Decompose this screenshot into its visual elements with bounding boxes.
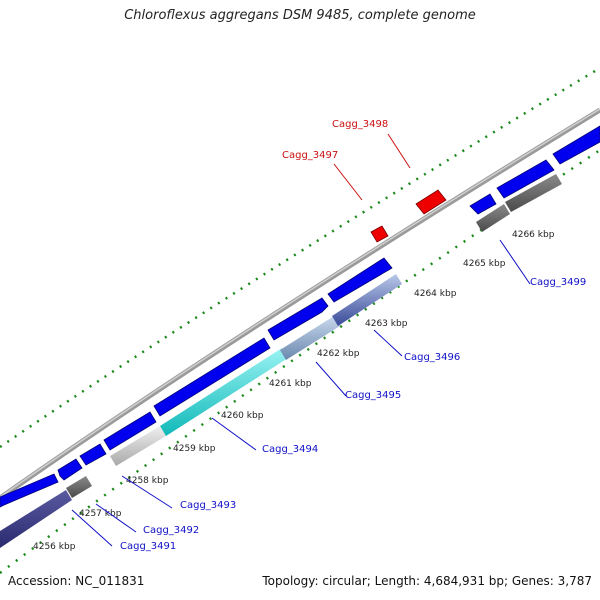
genome-summary-text: Topology: circular; Length: 4,684,931 bp…	[262, 574, 592, 588]
accession-text: Accession: NC_011831	[8, 574, 145, 588]
map-title: Chloroflexus aggregans DSM 9485, complet…	[124, 8, 476, 23]
gene-label[interactable]: Cagg_3494	[262, 444, 318, 455]
feature-band	[280, 316, 340, 360]
gene-arrow[interactable]	[496, 159, 555, 199]
scale-tick-label: 4265 kbp	[463, 259, 506, 269]
gene-arrow[interactable]	[79, 443, 107, 466]
feature-band	[476, 204, 510, 232]
gene-arrow[interactable]	[469, 193, 497, 215]
feature-band	[66, 476, 92, 498]
scale-tick-label: 4263 kbp	[365, 319, 408, 329]
feature-band	[160, 348, 288, 436]
gene-label[interactable]: Cagg_3495	[345, 390, 401, 401]
feature-band	[332, 274, 402, 326]
gene-arrow[interactable]	[327, 257, 393, 303]
feature-band	[505, 174, 562, 212]
scale-tick-label: 4262 kbp	[317, 349, 360, 359]
scale-tick-label: 4258 kbp	[126, 476, 169, 486]
scale-tick-label: 4261 kbp	[269, 379, 312, 389]
leader-lines	[71, 239, 531, 547]
gene-label[interactable]: Cagg_3497	[282, 150, 338, 161]
gene-arrow[interactable]	[153, 337, 271, 417]
gene-label[interactable]: Cagg_3493	[180, 500, 236, 511]
gene-arrow-hypothetical[interactable]	[370, 225, 389, 243]
scale-tick-label: 4266 kbp	[512, 230, 555, 240]
gene-label[interactable]: Cagg_3492	[143, 525, 199, 536]
scale-tick-label: 4264 kbp	[414, 289, 457, 299]
gene-arrow[interactable]	[0, 473, 59, 508]
leader-lines-red	[333, 133, 411, 201]
scale-tick-label: 4257 kbp	[79, 509, 122, 519]
gene-arrow[interactable]	[103, 411, 157, 451]
scale-tick-label: 4256 kbp	[33, 542, 76, 552]
gene-arrow-hypothetical[interactable]	[415, 189, 447, 215]
gene-arrow[interactable]	[57, 458, 83, 481]
feature-band	[110, 426, 166, 466]
scale-tick-label: 4259 kbp	[173, 444, 216, 454]
gene-arrow[interactable]	[267, 297, 329, 341]
genome-backbone	[0, 107, 600, 501]
genome-backbone-highlight	[0, 108, 600, 498]
feature-band	[0, 490, 72, 548]
scale-tick-label: 4260 kbp	[221, 411, 264, 421]
gene-arrow[interactable]	[552, 125, 600, 165]
gene-label[interactable]: Cagg_3499	[530, 277, 586, 288]
gene-label[interactable]: Cagg_3498	[332, 119, 388, 130]
gene-label[interactable]: Cagg_3496	[404, 352, 460, 363]
outer-dotted-track	[0, 66, 600, 449]
gene-label[interactable]: Cagg_3491	[120, 541, 176, 552]
